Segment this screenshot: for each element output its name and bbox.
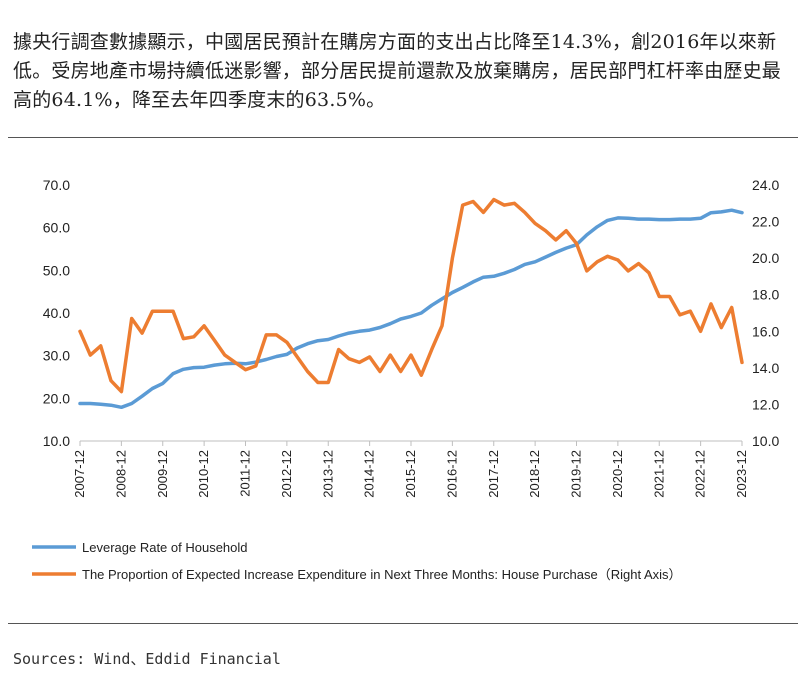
x-axis-tick-label: 2018-12 [527, 450, 542, 498]
source-note: Sources: Wind、Eddid Financial [13, 650, 281, 668]
x-axis-tick-label: 2017-12 [486, 450, 501, 498]
top-divider [8, 137, 798, 138]
legend-label: The Proportion of Expected Increase Expe… [82, 567, 682, 582]
left-axis-tick-label: 20.0 [43, 390, 70, 406]
right-axis-tick-label: 20.0 [752, 250, 779, 266]
series-line-house-purchase [78, 197, 744, 394]
x-axis-tick-label: 2010-12 [196, 450, 211, 498]
right-axis-tick-label: 18.0 [752, 287, 779, 303]
right-axis-tick-label: 22.0 [752, 214, 779, 230]
right-axis-tick-label: 16.0 [752, 323, 779, 339]
x-axis-tick-label: 2022-12 [693, 450, 708, 498]
left-axis-tick-label: 40.0 [43, 305, 70, 321]
caption-text: 據央行調查數據顯示，中國居民預計在購房方面的支出占比降至14.3%，創2016年… [13, 31, 782, 111]
x-axis-tick-label: 2013-12 [320, 450, 335, 498]
chart-series [78, 197, 744, 410]
chart-legend: Leverage Rate of Household The Proportion… [32, 540, 682, 582]
x-axis-tick-label: 2011-12 [238, 450, 253, 497]
x-axis-tick-label: 2007-12 [72, 450, 87, 498]
right-axis-tick-label: 24.0 [752, 177, 779, 193]
bottom-divider [8, 623, 798, 624]
x-axis-tick-label: 2020-12 [610, 450, 625, 498]
x-axis-tick-label: 2023-12 [734, 450, 749, 498]
chart-axes: 10.0 20.0 30.0 40.0 50.0 60.0 70.0 10.0 12.0 14.0… [43, 177, 780, 498]
left-axis-tick-label: 10.0 [43, 433, 70, 449]
left-axis-tick-label: 50.0 [43, 262, 70, 278]
legend-label: Leverage Rate of Household [82, 540, 248, 555]
x-axis-tick-label: 2019-12 [569, 450, 584, 498]
left-axis-tick-label: 60.0 [43, 220, 70, 236]
left-axis-tick-label: 30.0 [43, 348, 70, 364]
x-axis-tick-label: 2021-12 [651, 450, 666, 498]
x-axis-tick-label: 2012-12 [279, 450, 294, 498]
x-axis-tick-label: 2014-12 [362, 450, 377, 498]
right-axis-tick-label: 10.0 [752, 433, 779, 449]
right-axis-tick-label: 12.0 [752, 396, 779, 412]
left-axis-tick-label: 70.0 [43, 177, 70, 193]
x-axis-tick-label: 2015-12 [403, 450, 418, 498]
x-axis-tick-label: 2008-12 [113, 450, 128, 498]
series-line-leverage-rate [78, 208, 744, 410]
x-axis-tick-label: 2016-12 [444, 450, 459, 498]
right-axis-tick-label: 14.0 [752, 360, 779, 376]
x-axis-tick-label: 2009-12 [155, 450, 170, 498]
dual-axis-line-chart: 10.0 20.0 30.0 40.0 50.0 60.0 70.0 10.0 12.0 14.0… [32, 177, 780, 582]
